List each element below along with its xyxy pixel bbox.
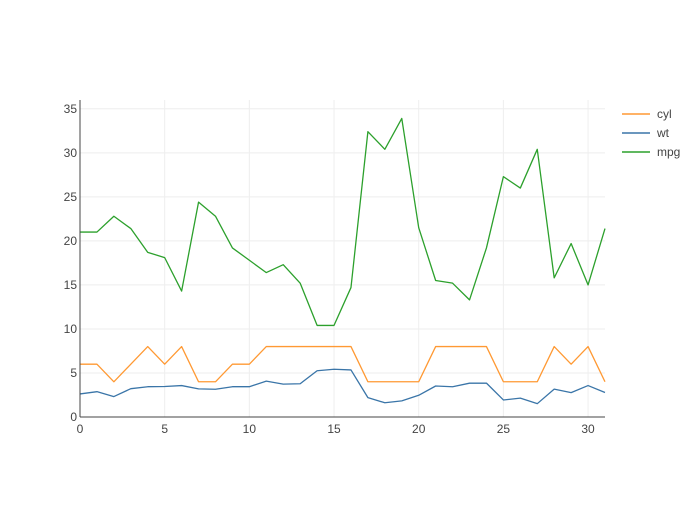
x-tick-label: 15 xyxy=(327,422,341,436)
x-tick-label: 20 xyxy=(412,422,426,436)
x-tick-label: 30 xyxy=(581,422,595,436)
series-line-wt[interactable] xyxy=(79,368,606,405)
legend-label-cyl: cyl xyxy=(657,107,672,121)
x-tick-label: 25 xyxy=(497,422,511,436)
series-line-cyl[interactable] xyxy=(80,345,606,383)
x-tick-label: 5 xyxy=(161,422,168,436)
series-line-mpg[interactable] xyxy=(80,117,606,327)
y-tick-label: 20 xyxy=(64,234,78,248)
legend-item-wt[interactable]: wt xyxy=(622,126,670,140)
legend-label-wt: wt xyxy=(656,126,670,140)
y-tick-label: 10 xyxy=(64,322,78,336)
y-tick-label: 30 xyxy=(64,146,78,160)
x-tick-label: 0 xyxy=(77,422,84,436)
series-lines xyxy=(79,117,606,405)
legend[interactable]: cyl wt mpg xyxy=(622,107,680,159)
y-tick-label: 0 xyxy=(70,410,77,424)
legend-item-cyl[interactable]: cyl xyxy=(622,107,672,121)
y-tick-label: 25 xyxy=(64,190,78,204)
y-tick-label: 35 xyxy=(64,102,78,116)
axes: 0 5 10 15 20 25 30 35 0 5 10 15 20 25 30 xyxy=(64,100,605,436)
x-tick-label: 10 xyxy=(243,422,257,436)
y-tick-label: 15 xyxy=(64,278,78,292)
legend-label-mpg: mpg xyxy=(657,145,680,159)
legend-item-mpg[interactable]: mpg xyxy=(622,145,680,159)
grid xyxy=(80,100,605,417)
y-tick-label: 5 xyxy=(70,366,77,380)
